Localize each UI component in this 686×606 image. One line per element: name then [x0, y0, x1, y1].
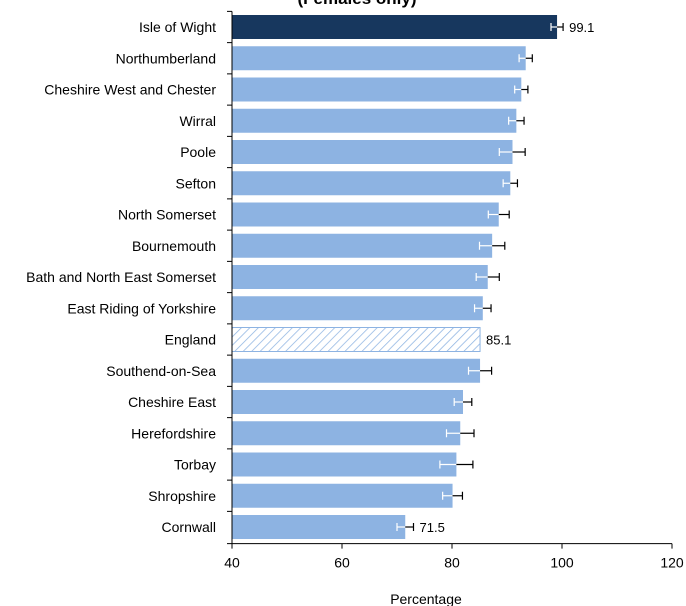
bar	[232, 358, 481, 383]
bar	[232, 421, 461, 446]
bar	[232, 108, 517, 133]
bar	[232, 15, 558, 39]
category-label: Bath and North East Somerset	[26, 269, 216, 285]
category-label: Cornwall	[162, 519, 216, 535]
bar	[232, 296, 483, 321]
category-label: Southend-on-Sea	[106, 363, 216, 379]
bar	[232, 390, 463, 414]
category-label: Cheshire East	[128, 394, 216, 410]
x-axis-title: Percentage	[390, 591, 462, 606]
bars-group: 99.1 85.1 71.5	[231, 15, 594, 539]
category-label: Poole	[180, 144, 216, 160]
axes-group: Isle of Wight Northumberland Cheshire West…	[26, 10, 684, 571]
data-label: 99.1	[569, 20, 594, 35]
category-label: Shropshire	[148, 488, 216, 504]
data-label: 85.1	[486, 333, 511, 348]
bar	[232, 171, 511, 196]
category-label: Cheshire West and Chester	[44, 82, 216, 98]
category-label: Herefordshire	[131, 425, 216, 441]
bar	[232, 77, 522, 102]
chart-title: (Females only)	[297, 0, 416, 8]
bar	[232, 265, 488, 289]
category-label: North Somerset	[118, 207, 216, 223]
x-tick-label: 80	[444, 555, 460, 571]
x-tick-label: 60	[334, 555, 350, 571]
category-label: Northumberland	[116, 50, 216, 66]
bar	[231, 327, 481, 352]
category-label: East Riding of Yorkshire	[67, 300, 216, 316]
bar	[232, 483, 453, 508]
bar	[232, 202, 499, 227]
data-label: 71.5	[420, 520, 445, 535]
category-label: England	[165, 332, 216, 348]
category-label: Isle of Wight	[139, 19, 216, 35]
x-tick-label: 120	[660, 555, 684, 571]
category-label: Sefton	[176, 175, 216, 191]
category-label: Bournemouth	[132, 238, 216, 254]
x-tick-label: 100	[550, 555, 574, 571]
bar	[232, 515, 406, 539]
bar	[232, 46, 526, 71]
x-tick-label: 40	[224, 555, 240, 571]
bar	[232, 452, 457, 477]
bar	[232, 233, 493, 258]
category-label: Wirral	[179, 113, 216, 129]
bar	[232, 140, 513, 164]
category-label: Torbay	[174, 457, 216, 473]
